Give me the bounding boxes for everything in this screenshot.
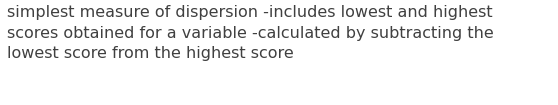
Text: simplest measure of dispersion -includes lowest and highest
scores obtained for : simplest measure of dispersion -includes… <box>7 5 494 61</box>
